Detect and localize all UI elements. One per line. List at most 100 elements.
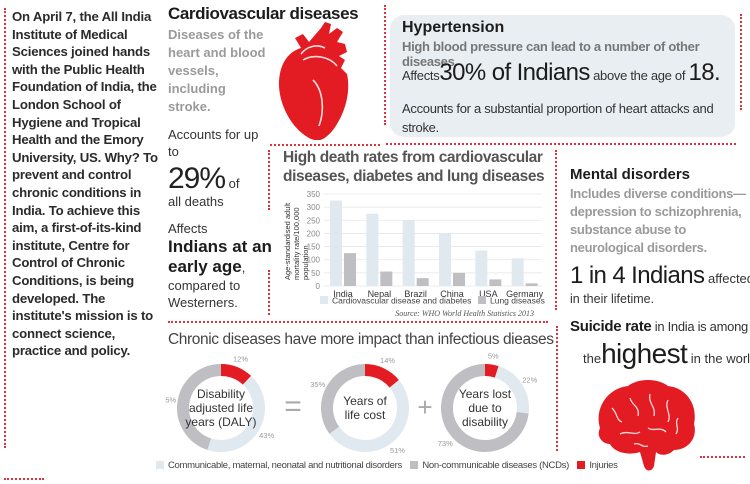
divider-hyp-left bbox=[384, 5, 386, 125]
legend-swatch-injuries bbox=[577, 461, 586, 469]
chart-title: High death rates from cardiovascular dis… bbox=[283, 149, 545, 185]
hypertension-stat: Affects30% of Indians above the age of 1… bbox=[402, 59, 721, 87]
plus-operator: + bbox=[417, 392, 432, 422]
y-tick-label: 350 bbox=[307, 190, 321, 199]
mental-stat-suffix: affected bbox=[708, 271, 750, 286]
equals-operator: = bbox=[284, 390, 302, 423]
divider-chart-left-top bbox=[268, 150, 270, 210]
hyp-affects-prefix: Affects bbox=[402, 68, 440, 83]
y-tick-label: 0 bbox=[316, 282, 321, 291]
ylabel-line: mortality rate/100,000 bbox=[292, 207, 301, 280]
divider-donut-top bbox=[168, 321, 548, 323]
y-tick-label: 150 bbox=[307, 243, 321, 252]
hypertension-accounts: Accounts for a substantial proportion of… bbox=[402, 101, 714, 135]
cvd-affects-big: Indians at an early age bbox=[168, 237, 272, 276]
divider-left bbox=[4, 8, 6, 448]
y-tick-label: 250 bbox=[307, 216, 321, 225]
donut-center-label: life cost bbox=[345, 408, 386, 422]
y-tick-label: 200 bbox=[307, 229, 321, 238]
donut-percent-label: 12% bbox=[233, 355, 248, 364]
donut-segment bbox=[484, 364, 499, 378]
donut-legend: Communicable, maternal, neonatal and nut… bbox=[150, 460, 618, 471]
hypertension-description: High blood pressure can lead to a number… bbox=[402, 39, 700, 69]
x-tick-label: Germany bbox=[506, 289, 544, 299]
x-tick-label: Brazil bbox=[404, 289, 427, 299]
heart-icon bbox=[279, 22, 349, 140]
donut-percent-label: 43% bbox=[259, 431, 274, 440]
donut-percent-label: 35% bbox=[310, 380, 325, 389]
x-tick-label: USA bbox=[479, 289, 498, 299]
cvd-percent: 29% bbox=[168, 162, 226, 195]
donut-center-label: due to bbox=[468, 401, 502, 415]
bar-lung bbox=[344, 253, 356, 286]
bar-chart: Age-standardised adultmortality rate/100… bbox=[283, 190, 545, 318]
mental-highest: thehighest in the world. bbox=[583, 338, 750, 370]
suicide-rest: in India is among bbox=[654, 319, 748, 334]
bar-cardio bbox=[475, 250, 488, 286]
legend-label-lung: Lung diseases bbox=[490, 296, 545, 306]
bar-lung bbox=[416, 278, 429, 286]
divider-left-bottom bbox=[4, 478, 44, 480]
divider-hyp-right bbox=[740, 14, 742, 110]
bar-cardio bbox=[330, 200, 342, 286]
bar-lung bbox=[453, 272, 465, 286]
cvd-affects: Affects Indians at an early age, compare… bbox=[168, 220, 288, 311]
suicide-rate-label: Suicide rate bbox=[570, 318, 652, 335]
bar-cardio bbox=[439, 233, 451, 286]
donut-center-label: Disability bbox=[197, 387, 245, 401]
donut-segment bbox=[177, 364, 222, 450]
donut-percent-label: 5% bbox=[488, 352, 499, 361]
donut-center-label: Years of bbox=[343, 394, 387, 408]
donut-segment bbox=[364, 364, 399, 388]
y-tick-label: 300 bbox=[307, 203, 321, 212]
legend-swatch-cardio bbox=[320, 296, 328, 304]
donut-center-label: adjusted life bbox=[189, 401, 253, 415]
donut-segment bbox=[494, 366, 529, 414]
donut-segment bbox=[207, 375, 265, 452]
highest-suffix: in the world. bbox=[690, 351, 750, 366]
hyp-affects-mid: above the age of bbox=[593, 68, 686, 83]
donut-percent-label: 45% bbox=[165, 396, 176, 405]
mental-title: Mental disorders bbox=[570, 166, 691, 183]
hyp-affects-age: 18. bbox=[688, 59, 721, 86]
y-tick-label: 50 bbox=[311, 269, 320, 278]
donut-segment bbox=[329, 379, 409, 452]
mental-suicide: Suicide rate in India is among bbox=[570, 318, 748, 335]
donut-percent-label: 73% bbox=[438, 439, 453, 448]
hyp-affects-big: 30% of Indians bbox=[439, 59, 590, 86]
divider-chart-right bbox=[555, 150, 557, 310]
legend-swatch-lung bbox=[478, 296, 486, 304]
donut-segment bbox=[441, 364, 529, 452]
mental-stat-big: 1 in 4 Indians bbox=[570, 262, 705, 289]
donut-percent-label: 14% bbox=[380, 356, 395, 365]
bar-cardio bbox=[511, 258, 524, 286]
cvd-affects-prefix: Affects bbox=[168, 221, 208, 236]
chart-ylabel: Age-standardised adultmortality rate/100… bbox=[283, 202, 310, 280]
donut-segment bbox=[321, 364, 366, 434]
mental-stat: 1 in 4 Indians affected bbox=[570, 262, 750, 290]
legend-label-communicable: Communicable, maternal, neonatal and nut… bbox=[168, 460, 402, 471]
divider-donut-right bbox=[556, 326, 558, 451]
x-tick-label: India bbox=[333, 289, 353, 299]
donut-percent-label: 22% bbox=[522, 376, 537, 385]
donut-center-label: years (DALY) bbox=[185, 415, 256, 429]
legend-label-cardio: Cardiovascular disease and diabetes bbox=[332, 296, 471, 306]
bar-lung bbox=[489, 279, 502, 286]
cvd-all-deaths: all deaths bbox=[168, 194, 224, 209]
x-tick-label: Nepal bbox=[368, 289, 392, 299]
legend-swatch-communicable bbox=[156, 461, 164, 469]
ylabel-line: population bbox=[301, 245, 310, 280]
divider-chart-top bbox=[270, 144, 380, 146]
cvd-affects-suffix: , compared to Westerners. bbox=[168, 260, 246, 310]
cvd-description: Diseases of the heart and blood vessels,… bbox=[168, 27, 266, 114]
divider-brain bbox=[700, 456, 745, 458]
bar-lung bbox=[380, 271, 393, 286]
highest-prefix: the bbox=[583, 351, 602, 366]
intro-text: On April 7, the All India Institute of M… bbox=[12, 9, 158, 359]
x-tick-label: China bbox=[440, 289, 464, 299]
donut-percent-label: 51% bbox=[390, 446, 405, 455]
cvd-title: Cardiovascular diseases bbox=[168, 4, 359, 23]
mental-description: Includes diverse conditions—depression t… bbox=[570, 186, 746, 255]
mental-lifetime: in their lifetime. bbox=[570, 292, 655, 306]
hypertension-title: Hypertension bbox=[402, 19, 505, 36]
